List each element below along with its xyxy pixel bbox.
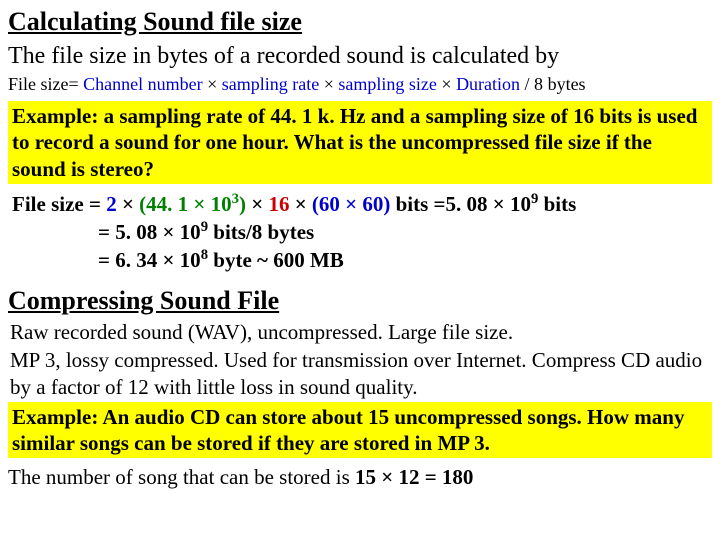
calc-rate: (44. 1 × 103)	[139, 192, 246, 216]
calc-bits-eq: bits =	[390, 192, 445, 216]
answer-pre: The number of song that can be stored is	[8, 465, 355, 489]
calc-lead: File size =	[12, 192, 106, 216]
para-wav: Raw recorded sound (WAV), uncompressed. …	[10, 319, 712, 345]
formula-rate: sampling rate	[222, 74, 319, 94]
calc-line3: = 6. 34 × 108 byte ~ 600 MB	[12, 246, 344, 274]
calc-mul2: ×	[246, 192, 268, 216]
formula-line: File size= Channel number × sampling rat…	[8, 73, 712, 96]
example-1: Example: a sampling rate of 44. 1 k. Hz …	[8, 101, 712, 184]
formula-sep1: ×	[203, 74, 222, 94]
formula-size: sampling size	[338, 74, 436, 94]
heading-calculating: Calculating Sound file size	[8, 6, 712, 39]
calc-mul1: ×	[117, 192, 139, 216]
calc-size: 16	[268, 192, 289, 216]
calc-mul3: ×	[289, 192, 311, 216]
intro-text: The file size in bytes of a recorded sou…	[8, 41, 712, 71]
calc-result1: 5. 08 × 109 bits	[446, 192, 577, 216]
answer-line: The number of song that can be stored is…	[8, 464, 712, 490]
formula-unit: bytes	[543, 74, 586, 94]
calculation: File size = 2 × (44. 1 × 103) × 16 × (60…	[12, 190, 712, 275]
formula-sep3: ×	[437, 74, 456, 94]
calc-line2: = 5. 08 × 109 bits/8 bytes	[12, 218, 314, 246]
formula-channel: Channel number	[83, 74, 202, 94]
formula-lhs: File size=	[8, 74, 83, 94]
calc-duration: (60 × 60)	[312, 192, 390, 216]
formula-sep2: ×	[319, 74, 338, 94]
heading-compressing: Compressing Sound File	[8, 285, 712, 318]
example-2: Example: An audio CD can store about 15 …	[8, 402, 712, 459]
calc-channel: 2	[106, 192, 117, 216]
formula-duration: Duration	[456, 74, 520, 94]
para-mp3: MP 3, lossy compressed. Used for transmi…	[10, 347, 712, 400]
formula-div: / 8	[520, 74, 543, 94]
answer-result: 15 × 12 = 180	[355, 465, 473, 489]
